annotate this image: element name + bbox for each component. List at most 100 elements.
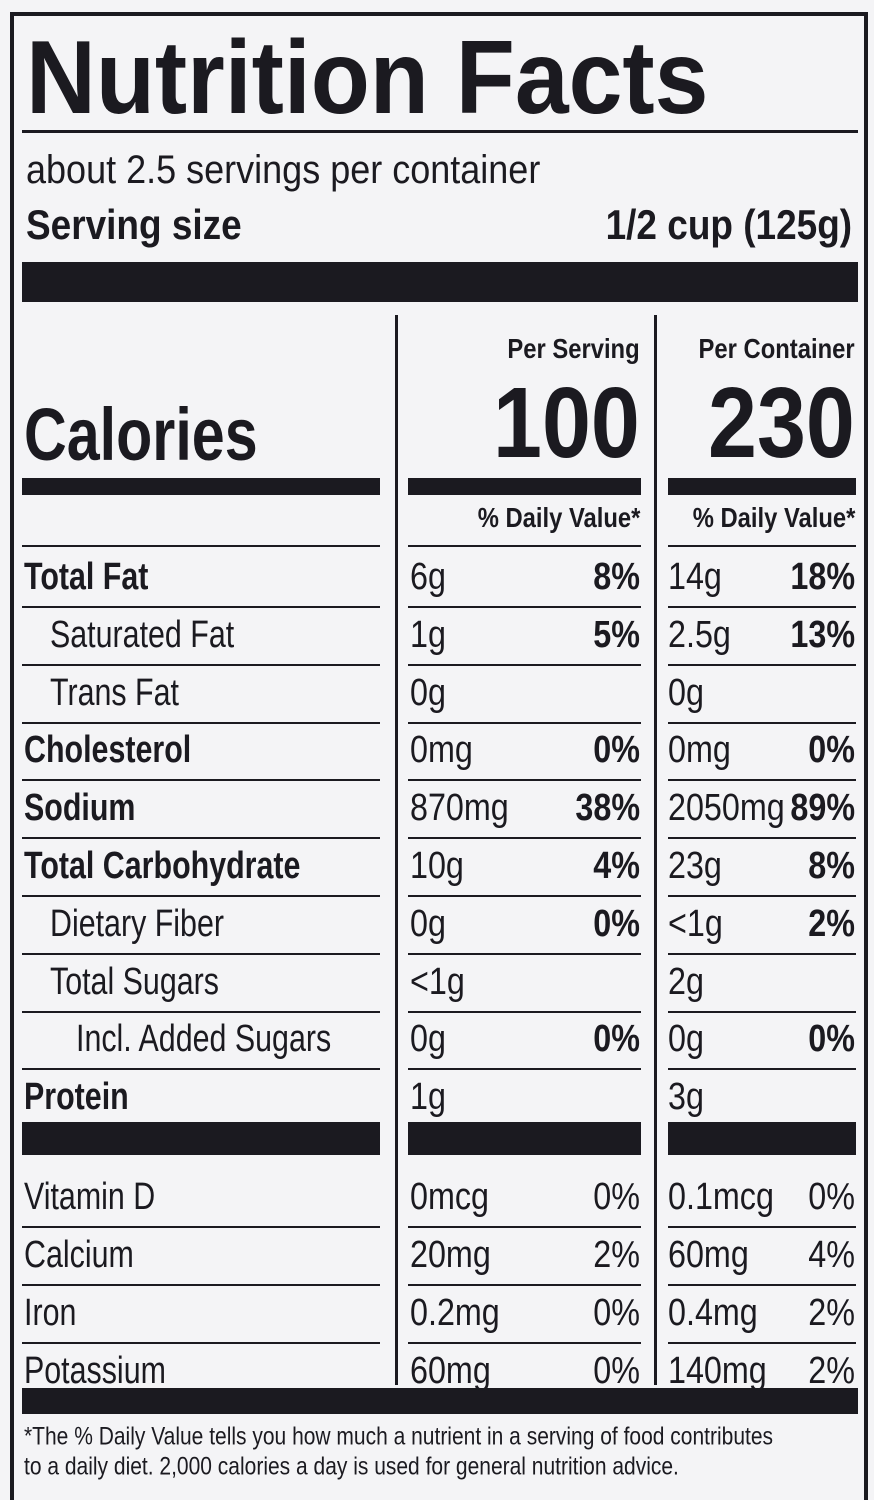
footnote: to a daily diet. 2,000 calories a day is… bbox=[24, 1452, 679, 1481]
row-rule bbox=[22, 545, 380, 547]
row-rule bbox=[668, 1068, 856, 1071]
row-rule bbox=[22, 1010, 380, 1013]
nutrient-name: Total Sugars bbox=[50, 960, 219, 1003]
daily-value: 18% bbox=[790, 556, 855, 598]
thick-rule bbox=[22, 478, 380, 495]
dv-heading: % Daily Value* bbox=[692, 502, 855, 533]
daily-value: 0% bbox=[808, 729, 855, 772]
amount: 0mcg bbox=[410, 1176, 489, 1218]
row-rule bbox=[22, 952, 380, 955]
column-divider bbox=[395, 315, 398, 1385]
row-rule bbox=[408, 1010, 641, 1013]
row-rule bbox=[668, 895, 856, 897]
amount: 1g bbox=[410, 613, 446, 656]
row-rule bbox=[22, 837, 380, 840]
amount: 2g bbox=[668, 960, 704, 1003]
row-rule bbox=[22, 721, 380, 724]
border-right bbox=[864, 12, 868, 1500]
nutrient-name: Total Fat bbox=[24, 556, 149, 598]
daily-value: 2% bbox=[808, 902, 855, 945]
amount: 0mg bbox=[668, 729, 731, 772]
row-rule bbox=[22, 779, 380, 782]
row-rule bbox=[22, 663, 380, 666]
daily-value: 0% bbox=[593, 902, 640, 945]
amount: 0g bbox=[410, 902, 446, 945]
row-rule bbox=[668, 606, 856, 608]
row-rule bbox=[668, 837, 856, 840]
daily-value: 0% bbox=[593, 729, 640, 772]
row-rule bbox=[408, 1226, 641, 1228]
amount: 6g bbox=[410, 556, 446, 598]
footnote: *The % Daily Value tells you how much a … bbox=[24, 1422, 774, 1451]
row-rule bbox=[22, 1284, 380, 1286]
amount: 0.2mg bbox=[410, 1292, 500, 1334]
row-rule bbox=[668, 1342, 856, 1344]
daily-value: 2% bbox=[808, 1350, 855, 1392]
row-rule bbox=[408, 663, 641, 666]
row-rule bbox=[22, 1342, 380, 1344]
nutrient-name: Trans Fat bbox=[50, 671, 179, 714]
row-rule bbox=[22, 606, 380, 608]
daily-value: 0% bbox=[593, 1176, 640, 1218]
amount: 2050mg bbox=[668, 787, 785, 830]
daily-value: 13% bbox=[790, 613, 855, 656]
amount: 1g bbox=[410, 1076, 446, 1119]
column-divider bbox=[654, 315, 657, 1385]
amount: 0.1mcg bbox=[668, 1176, 774, 1218]
row-rule bbox=[408, 837, 641, 840]
row-rule bbox=[668, 1010, 856, 1013]
thick-rule bbox=[668, 478, 856, 495]
daily-value: 5% bbox=[593, 613, 640, 656]
row-rule bbox=[408, 952, 641, 955]
amount: 23g bbox=[668, 845, 722, 887]
row-rule bbox=[668, 721, 856, 724]
border-top bbox=[10, 12, 868, 16]
serving-size-value: 1/2 cup (125g) bbox=[605, 201, 852, 248]
amount: 0mg bbox=[410, 729, 473, 772]
row-rule bbox=[668, 1226, 856, 1228]
amount: 60mg bbox=[410, 1350, 491, 1392]
daily-value: 4% bbox=[808, 1234, 855, 1276]
nutrient-name: Saturated Fat bbox=[50, 613, 235, 656]
rule bbox=[22, 130, 858, 133]
row-rule bbox=[408, 1068, 641, 1071]
row-rule bbox=[668, 1284, 856, 1286]
row-rule bbox=[408, 779, 641, 782]
amount: <1g bbox=[410, 960, 465, 1003]
row-rule bbox=[668, 952, 856, 955]
thick-rule bbox=[22, 262, 858, 302]
amount: 870mg bbox=[410, 787, 509, 830]
row-rule bbox=[668, 545, 856, 547]
amount: 20mg bbox=[410, 1234, 491, 1276]
amount: 0g bbox=[668, 671, 704, 714]
nutrient-name: Iron bbox=[24, 1292, 77, 1334]
dv-heading: % Daily Value* bbox=[477, 502, 640, 533]
nutrient-name: Protein bbox=[24, 1076, 129, 1119]
calories-label: Calories bbox=[24, 393, 258, 476]
daily-value: 0% bbox=[593, 1292, 640, 1334]
thick-rule bbox=[408, 1122, 641, 1155]
amount: 0g bbox=[410, 671, 446, 714]
daily-value: 0% bbox=[593, 1350, 640, 1392]
border-left bbox=[10, 12, 14, 1500]
nutrient-name: Sodium bbox=[24, 787, 136, 830]
daily-value: 8% bbox=[808, 845, 855, 887]
daily-value: 0% bbox=[808, 1018, 855, 1061]
nutrient-name: Dietary Fiber bbox=[50, 902, 224, 945]
amount: 2.5g bbox=[668, 613, 731, 656]
nutrient-name: Potassium bbox=[24, 1350, 166, 1392]
nutrient-name: Cholesterol bbox=[24, 729, 192, 772]
daily-value: 89% bbox=[790, 787, 855, 830]
daily-value: 4% bbox=[593, 845, 640, 887]
amount: 3g bbox=[668, 1076, 704, 1119]
row-rule bbox=[668, 779, 856, 782]
daily-value: 38% bbox=[575, 787, 640, 830]
servings: about 2.5 servings per container bbox=[26, 148, 541, 192]
row-rule bbox=[408, 545, 641, 547]
daily-value: 2% bbox=[808, 1292, 855, 1334]
row-rule bbox=[22, 1226, 380, 1228]
thick-rule bbox=[22, 1122, 380, 1155]
nutrient-name: Calcium bbox=[24, 1234, 134, 1276]
amount: 0.4mg bbox=[668, 1292, 758, 1334]
